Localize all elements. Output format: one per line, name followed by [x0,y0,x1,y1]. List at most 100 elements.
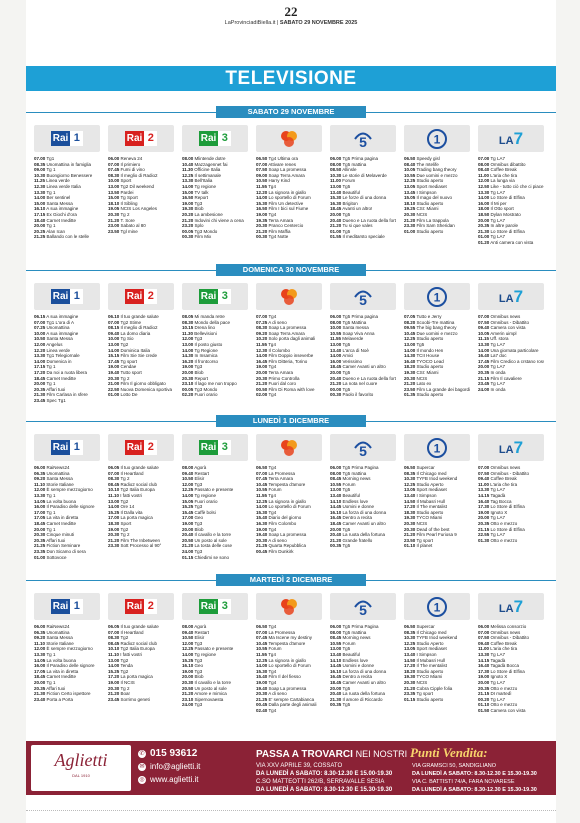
programme-row: 13.40 Beautiful [330,190,396,196]
programme-title: Affari tuoi [46,685,66,691]
programme-time: 20.00 [182,369,194,375]
programme-time: 20.00 [330,211,342,217]
programme-time: 19.30 [404,369,416,375]
programme-time: 23.35 [404,691,416,697]
programme-time: 06.50 [404,624,416,629]
programme-row: 16.30 Film Colombo [256,521,322,527]
channel-schedule: 06.00 Tg5 Prima Pagina 08.00 Tg5 mattina 0… [330,465,396,560]
programme-row: 02.20 Fuori orario [182,392,248,398]
programme-title: Film La grande dei bagordi [416,386,470,392]
channel-logo-3: Rai 3 [182,125,248,152]
programme-time: 20.20 [182,211,194,217]
programme-time: 10.10 [108,646,120,652]
programme-row: 15.15 Film Sie Sie crede [108,353,174,359]
programme-title: Il meditarsto speciale [342,234,385,240]
programme-title: Tutto e Jerry [416,314,442,319]
programme-title: Officine Italia [194,167,221,173]
programme-title: Endless love [342,657,369,663]
programme-time: 15.25 [108,509,120,515]
programme-title: Studio aperto [416,336,444,342]
programme-title: Camera con vista [490,325,526,331]
programme-time: 17.00 [108,515,120,521]
programme-time: 21.20 [108,537,120,543]
programme-row: 10.20 Solo porta dagli animali [256,336,322,342]
programme-title: Tg regione [194,651,216,657]
programme-title: Studio aperto [416,696,444,702]
programme-row: 21.25 Fiction Seminare [34,543,100,549]
programme-title: Supercar [416,624,435,629]
programme-row: 11.00 L'aria che tira [478,173,544,179]
programme-row: 16.40 Tag Bocca [478,499,544,505]
programme-time: 12.00 [182,336,194,342]
programme-row: 13.00 Tg2 [108,342,174,348]
programme-title: Melaverde [342,336,364,342]
programme-time: 10.50 [34,336,46,342]
programme-time: 18.45 [34,375,46,381]
programme-time: 21.00 [108,381,120,387]
channel-logo-5: 5 [330,434,396,461]
programme-row: 16.45 Film Ditteria, Torino [256,359,322,365]
programme-time: 10.50 [182,635,194,641]
programme-time: 13.00 [108,341,120,347]
programme-title: Lo Store di Elfina [490,195,525,201]
programme-row: 13.40 Beautiful [330,652,396,658]
programme-time: 13.05 [404,183,416,189]
programme-title: Mazzagennet fai [194,161,228,167]
programme-row: 08.00 Mlintende dotre [182,156,248,162]
programme-title: A sua immagine [46,206,79,212]
programme-time: 20.30 [404,679,416,685]
programme-time: 02.00 [256,392,268,398]
programme-time: 19.00 [182,520,194,526]
programme-title: Terra Amara [268,217,293,223]
programme-title: Tg 2 [120,532,130,538]
programme-time: 22.50 [108,386,120,392]
programme-time: 16.20 [182,358,194,364]
channel-logo-1: Rai 1 [34,434,100,461]
programme-row: 18.45 Camer Avanti un altro [330,521,396,527]
programme-title: La ruota della fortuna [342,532,386,538]
channel-logo-7: LA7 [478,434,544,461]
programme-time: 11.00 [478,481,490,487]
programme-title: In onda [490,369,506,375]
programme-time: 11.10 [108,492,120,498]
day-section: MARTEDÌ 2 DICEMBRE Rai 1 Rai 2 Rai 3 5 1 LA7 06.00… [26,574,556,734]
programme-title: L'aria che tira [490,172,518,178]
programme-row: 14.00 Tg regione [182,652,248,658]
programme-row: 09.55 The big bang theory [404,325,470,331]
programme-title: Tg4 [268,707,277,713]
programme-row: 14.00 Tenda [108,663,174,669]
programme-time: 08.00 [478,161,490,167]
programme-row: 23.10 Il lago me non troppo [182,381,248,387]
programme-time: 20.30 [182,375,194,381]
programme-row: 20.30 Tg 2 [108,686,174,692]
programme-time: 20.00 [330,526,342,532]
programme-title: Lo Store di Elfina [490,668,525,674]
programme-title: Tg5 [342,646,351,652]
programme-time: 22.55 [478,532,490,538]
programme-time: 08.00 [330,161,342,167]
programme-time: 06.35 [34,470,46,476]
programme-time: 06.00 [330,624,342,629]
day-title: SABATO 29 NOVEMBRE [216,106,366,118]
programme-row: 01.55 Il meditarsto speciale [330,234,396,240]
programme-title: Tg 1 [46,679,56,685]
programme-time: 10.55 [256,646,268,652]
programme-title: Amore e mimica [194,691,227,697]
programme-time: 24.00 [182,702,194,708]
rai-number: 3 [218,440,232,455]
programme-title: Unomattina in famiglia [46,161,92,167]
programme-time: 11.10 [34,640,46,646]
programme-row: 20.30 NCIS [404,521,470,527]
programme-time: 21.15 [478,691,490,697]
italia1-icon: 1 [427,128,447,149]
programme-time: 23.35 [34,548,46,554]
programme-title: Il meglio di Radio2 [120,325,158,331]
channel-schedule: 06.50 Tg4 07.00 La Promessa 07.45 Terra Am… [256,465,322,560]
programme-title: Il cavallo e la torre [194,679,232,685]
programme-title: La nota nel cuore [342,381,378,387]
programme-title: Tg LA7 [490,696,505,702]
programme-time: 23.45 [478,381,490,387]
channel-schedule: 06.00 Tg5 Prima pagina 08.00 Tg5 mattina 0… [330,156,396,246]
programme-title: Tg 1 [46,364,56,370]
programme-title: Il planet [416,543,433,549]
